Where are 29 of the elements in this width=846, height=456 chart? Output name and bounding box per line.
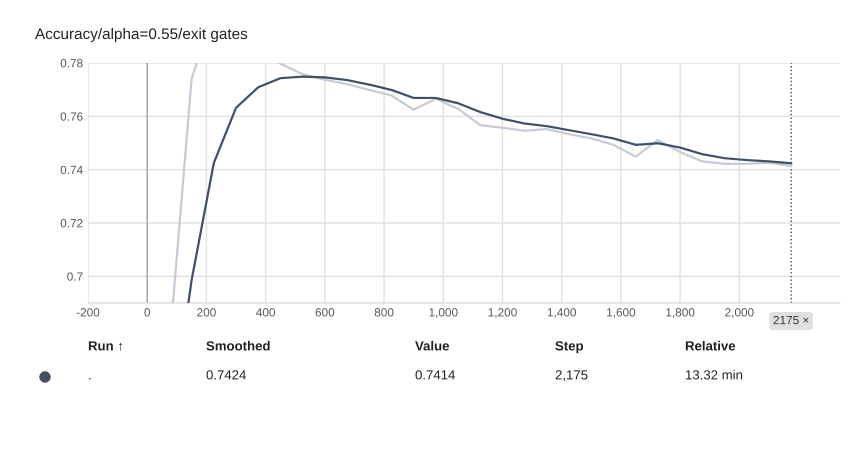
- y-tick-label: 0.72: [60, 219, 83, 228]
- text: .: [89, 378, 90, 380]
- text: 13.32 min: [686, 370, 742, 380]
- x-tick-label: 1,400: [548, 308, 576, 318]
- x-tick-label: 200: [197, 308, 216, 317]
- text: Run ↑: [88, 341, 122, 351]
- x-tick-label: 1,200: [488, 308, 517, 318]
- x-tick-label: -200: [76, 308, 100, 317]
- x-tick-label: 1,000: [429, 308, 458, 318]
- x-tick-label: 800: [374, 308, 394, 317]
- text: 2,175: [556, 370, 588, 382]
- text: 0.7414: [416, 370, 455, 380]
- y-tick-label: 0.7: [67, 272, 83, 281]
- x-tick-label: 400: [256, 308, 276, 317]
- x-tick-label: 1,800: [666, 308, 694, 318]
- text: Step: [555, 341, 584, 354]
- x-tick-label: 2,000: [725, 308, 754, 318]
- x-tick-label: 600: [316, 308, 334, 317]
- y-tick-label: 0.74: [60, 166, 83, 174]
- x-tick-label: 1,600: [607, 308, 636, 318]
- text: Smoothed: [206, 340, 270, 351]
- ref-line-label: 2175 ×: [774, 316, 809, 324]
- y-tick-label: 0.76: [60, 112, 83, 121]
- text: 0.7424: [206, 370, 246, 380]
- chart-title: Accuracy/alpha=0.55/exit gates: [35, 28, 248, 42]
- text: Value: [415, 340, 450, 351]
- text: Relative: [686, 340, 736, 351]
- x-tick-label: 0: [144, 308, 150, 317]
- y-tick-label: 0.78: [60, 59, 83, 68]
